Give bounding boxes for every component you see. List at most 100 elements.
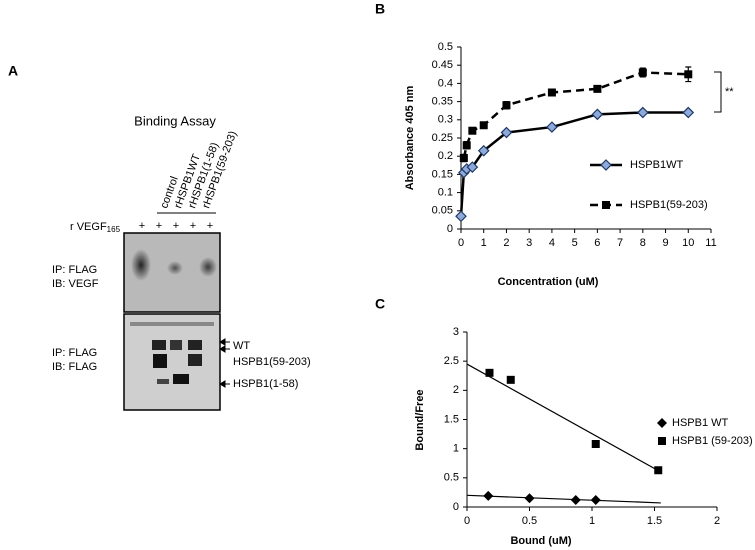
plus: + (190, 220, 196, 232)
y-tick-label: 0.1 (438, 187, 453, 199)
x-tick-label: 7 (617, 237, 623, 249)
panel-label: B (375, 1, 385, 17)
band-label: HSPB1(1-58) (233, 378, 298, 390)
plus: + (139, 220, 145, 232)
x-axis-title: Concentration (uM) (498, 276, 599, 288)
band (157, 379, 169, 384)
blot-top (123, 232, 221, 313)
band (188, 354, 202, 366)
marker (602, 201, 610, 209)
y-tick-label: 0.4 (438, 77, 453, 89)
x-axis-title: Bound (uM) (510, 535, 571, 547)
marker (502, 101, 511, 110)
marker (455, 210, 467, 223)
blot-label: IB: FLAG (52, 361, 97, 373)
legend-label: HSPB1WT (630, 159, 683, 171)
fit-line (466, 494, 661, 504)
y-tick-label: 0 (447, 223, 453, 235)
x-tick-label: 5 (572, 237, 578, 249)
significance-bracket (714, 71, 722, 113)
marker (483, 490, 494, 501)
x-tick-label: 0 (464, 515, 470, 527)
legend-label: HSPB1(59-203) (630, 199, 708, 211)
band (152, 340, 166, 350)
y-axis-title: Bound/Free (414, 389, 426, 450)
y-tick-label: 0.05 (432, 205, 453, 217)
y-tick-label: 2.5 (444, 355, 459, 367)
x-tick-label: 6 (594, 237, 600, 249)
band-label: HSPB1(59-203) (233, 356, 311, 368)
y-tick-label: 0.3 (438, 114, 453, 126)
x-tick-label: 4 (549, 237, 555, 249)
plus: + (173, 220, 179, 232)
x-tick-label: 10 (682, 237, 694, 249)
marker (591, 440, 600, 448)
marker (462, 141, 471, 150)
y-tick-label: 0.5 (438, 41, 453, 53)
marker (524, 493, 535, 504)
band (170, 340, 182, 350)
band (173, 374, 189, 384)
band (188, 340, 202, 350)
marker (590, 495, 601, 505)
marker (468, 126, 477, 135)
annotation: ** (725, 86, 734, 98)
y-tick-label: 1.5 (444, 413, 459, 425)
x-tick-label: 2 (714, 515, 720, 527)
y-tick-label: 0 (453, 501, 459, 513)
x-tick-label: 1.5 (647, 515, 662, 527)
marker (466, 161, 479, 173)
marker (479, 121, 488, 130)
plus-row: + + + + + (139, 220, 213, 232)
legend-label: HSPB1 (59-203) (672, 435, 753, 447)
marker (547, 88, 556, 97)
marker (546, 121, 558, 133)
x-tick-label: 0 (458, 237, 464, 249)
marker (638, 68, 647, 77)
marker (591, 108, 604, 121)
x-tick-label: 8 (640, 237, 646, 249)
x-tick-label: 9 (662, 237, 668, 249)
panel-label: C (375, 296, 385, 312)
y-tick-label: 0.5 (444, 472, 459, 484)
marker (682, 106, 695, 119)
blot-labels: IP: FLAG IB: VEGF IP: FLAG IB: FLAG (52, 264, 99, 373)
band-label: WT (233, 340, 250, 352)
y-axis-title: Absorbance 405 nm (404, 86, 416, 191)
y-tick-label: 0.15 (432, 168, 453, 180)
blot-bottom (123, 313, 221, 411)
vegf-label: r VEGF165 (70, 221, 121, 234)
x-tick-label: 11 (705, 237, 716, 249)
y-tick-label: 1 (453, 443, 459, 455)
marker (459, 154, 468, 163)
legend-label: HSPB1 WT (672, 417, 729, 429)
band (130, 322, 214, 326)
x-tick-label: 1 (481, 237, 487, 249)
marker (658, 437, 666, 445)
marker (600, 159, 612, 171)
y-tick-label: 3 (453, 326, 459, 338)
band (153, 354, 167, 368)
blot-label: IB: VEGF (52, 278, 99, 290)
band (167, 261, 183, 275)
panel-label: A (8, 63, 18, 79)
marker (657, 418, 667, 428)
x-tick-label: 0.5 (522, 515, 537, 527)
x-tick-label: 1 (589, 515, 595, 527)
marker (570, 495, 581, 505)
fit-line (466, 363, 662, 473)
lane-labels: control rHSPB1WT rHSPB1(1-58) rHSPB1(59-… (158, 129, 239, 210)
marker (654, 466, 663, 475)
x-tick-label: 2 (503, 237, 509, 249)
blot-label: IP: FLAG (52, 347, 97, 359)
blot (123, 313, 221, 411)
y-tick-label: 0.2 (438, 150, 453, 162)
marker (500, 126, 513, 139)
y-tick-label: 0.45 (432, 59, 453, 71)
y-tick-label: 0.25 (432, 132, 453, 144)
band (131, 249, 151, 281)
marker (506, 375, 515, 384)
marker (477, 144, 490, 157)
blot-title: Binding Assay (134, 113, 216, 128)
